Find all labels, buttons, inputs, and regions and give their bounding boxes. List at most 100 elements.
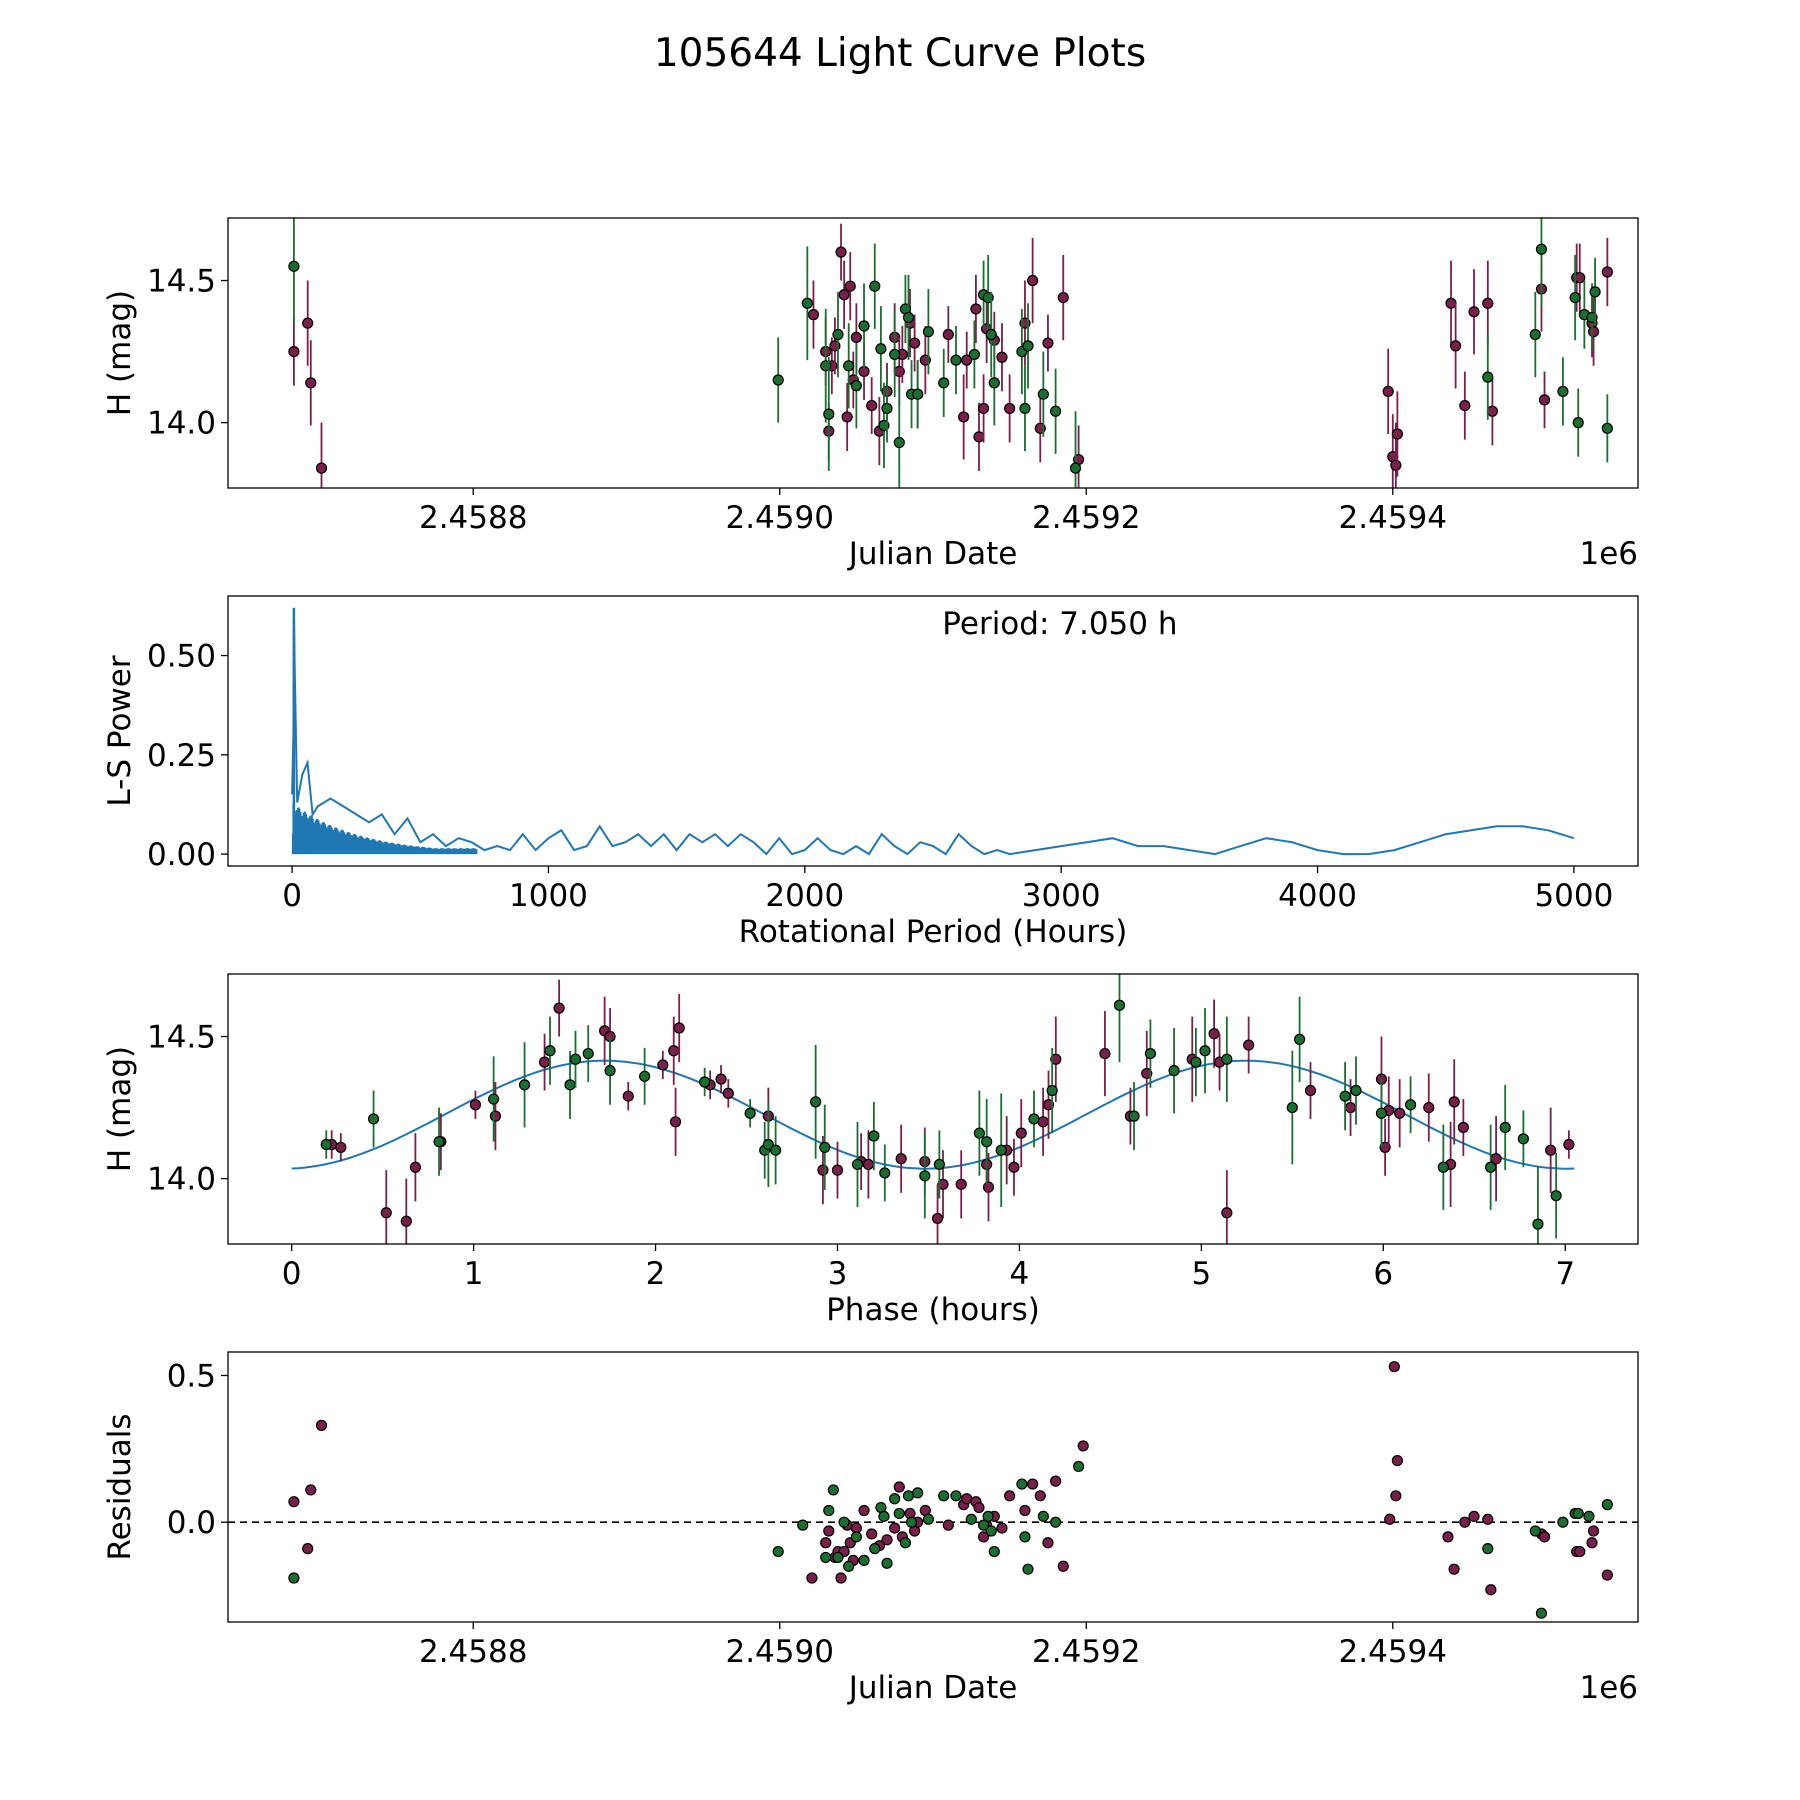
data-point-band_a <box>1141 1067 1153 1080</box>
data-point-band_a <box>862 1158 875 1171</box>
data-point-band_a <box>1445 297 1457 309</box>
data-point-band_a <box>931 1212 944 1225</box>
plot-area-periodogram <box>291 607 1575 856</box>
data-point-band_b <box>1572 1507 1584 1520</box>
data-point-band_a <box>400 1215 412 1227</box>
data-point-band_a <box>657 1059 669 1071</box>
data-point-band_a <box>893 1481 905 1493</box>
data-point-band_b <box>288 1572 300 1584</box>
data-point-band_a <box>909 337 921 349</box>
data-point-band_a <box>1034 1490 1046 1502</box>
data-point-band_b <box>950 354 962 366</box>
data-point-band_b <box>288 260 300 272</box>
data-point-band_a <box>1423 1101 1435 1114</box>
data-point-band_a <box>973 431 985 443</box>
data-point-band_a <box>302 1543 314 1555</box>
x-tick-label-residuals: 2.4592 <box>1032 1634 1140 1670</box>
data-point-band_a <box>866 1528 878 1540</box>
panel-periodogram: 0 1000 2000 3000 4000 5000 0.00 0.25 0.50 Rotatio… <box>102 595 1639 950</box>
data-point-band_a <box>1601 266 1613 278</box>
data-point-band_a <box>1448 1096 1460 1108</box>
data-point-band_a <box>668 1045 680 1057</box>
data-point-band_b <box>819 1141 831 1153</box>
data-point-band_b <box>881 402 893 415</box>
data-point-band_b <box>850 380 862 392</box>
x-tick-label-residuals: 2.4594 <box>1339 1634 1447 1670</box>
data-point-band_a <box>1027 1478 1039 1490</box>
data-point-band_b <box>878 1510 890 1522</box>
data-point-band_b <box>488 1093 500 1105</box>
x-axis-label-phased: Phase (hours) <box>826 1292 1040 1328</box>
x-tick-label-lightcurve: 2.4594 <box>1339 500 1447 536</box>
periodogram-noise <box>291 803 478 855</box>
data-point-band_b <box>1350 1084 1362 1097</box>
x-tick-label-phased: 1 <box>464 1256 484 1292</box>
data-point-band_b <box>965 1513 977 1525</box>
plot-area-lightcurve <box>288 218 1613 488</box>
data-point-band_b <box>582 1047 594 1060</box>
data-point-band_a <box>996 351 1008 363</box>
data-point-band_b <box>981 1136 993 1148</box>
data-point-band_a <box>305 377 317 389</box>
data-point-band_b <box>797 1519 809 1531</box>
data-point-band_b <box>1046 1084 1058 1097</box>
data-point-band_a <box>1027 274 1039 287</box>
data-point-band_a <box>1019 1504 1031 1517</box>
data-point-band_a <box>1468 306 1480 318</box>
data-point-band_a <box>380 1207 392 1219</box>
data-point-band_b <box>1557 385 1569 397</box>
data-point-band_a <box>958 411 970 423</box>
data-point-band_b <box>1482 371 1494 383</box>
data-point-band_a <box>1538 394 1551 406</box>
data-point-band_b <box>1529 328 1541 341</box>
data-point-band_a <box>1004 402 1016 415</box>
x-tick-label-phased: 0 <box>282 1256 302 1292</box>
x-tick-label-residuals: 2.4590 <box>725 1634 833 1670</box>
data-point-band_a <box>1042 1537 1054 1549</box>
data-point-band_a <box>1391 428 1403 440</box>
data-point-band_b <box>843 360 855 372</box>
y-axis-label-lightcurve: H (mag) <box>102 290 138 416</box>
data-point-band_a <box>538 1056 551 1068</box>
data-point-band_b <box>1517 1133 1529 1145</box>
data-point-band_a <box>977 1531 990 1543</box>
x-tick-label-periodogram: 0 <box>282 878 302 914</box>
y-axis-label-phased: H (mag) <box>102 1046 138 1172</box>
axes-frame-periodogram <box>227 595 1639 867</box>
data-point-band_b <box>367 1113 380 1125</box>
data-point-band_a <box>305 1484 317 1496</box>
data-point-band_a <box>1042 1099 1055 1111</box>
x-tick-label-periodogram: 5000 <box>1534 878 1613 914</box>
data-point-band_a <box>1545 1144 1557 1156</box>
data-point-band_b <box>1535 1607 1548 1619</box>
y-tick-label-periodogram: 0.25 <box>147 738 216 774</box>
data-point-band_a <box>315 462 328 474</box>
data-point-band_b <box>639 1070 651 1082</box>
data-point-band_a <box>1574 272 1586 284</box>
x-axis-label-periodogram: Rotational Period (Hours) <box>739 914 1128 950</box>
data-point-band_a <box>1050 1053 1062 1065</box>
axes-frame-phased <box>227 973 1639 1245</box>
data-point-band_b <box>968 348 980 361</box>
data-point-band_b <box>544 1045 556 1057</box>
axes-frame-residuals <box>227 1351 1639 1623</box>
data-point-band_b <box>810 1096 822 1108</box>
data-point-band_b <box>905 1516 918 1528</box>
data-point-band_a <box>961 1493 973 1505</box>
data-point-band_a <box>835 246 847 258</box>
data-point-band_a <box>838 289 850 301</box>
x-tick-label-lightcurve: 2.4592 <box>1032 500 1140 536</box>
y-tick-label-periodogram: 0.50 <box>147 639 216 675</box>
data-point-band_b <box>832 328 844 341</box>
data-point-band_b <box>1286 1101 1298 1114</box>
data-point-band_b <box>1016 1478 1028 1490</box>
data-point-band_b <box>762 1138 774 1151</box>
data-point-band_a <box>1037 1116 1049 1128</box>
data-point-band_b <box>973 1127 985 1139</box>
data-point-band_a <box>553 1002 565 1014</box>
data-point-band_a <box>722 1087 734 1099</box>
data-point-band_b <box>827 1484 839 1496</box>
axes-frame-lightcurve <box>227 217 1639 489</box>
data-point-band_b <box>1437 1161 1449 1173</box>
